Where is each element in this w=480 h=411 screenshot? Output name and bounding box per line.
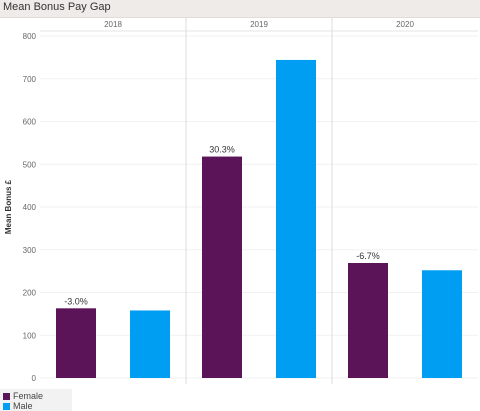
data-label-2019: 30.3% — [209, 145, 235, 155]
year-facets: 2018 2019 2020 — [40, 17, 478, 384]
y-tick-label: 600 — [23, 118, 37, 127]
bar-male-2018 — [130, 310, 170, 378]
legend-item-male[interactable]: Male — [3, 401, 33, 411]
legend[interactable]: Female Male — [0, 389, 72, 411]
data-label-2020: -6.7% — [356, 251, 380, 261]
bar-male-2019 — [276, 59, 316, 378]
legend-item-female[interactable]: Female — [3, 391, 43, 401]
legend-swatch-female — [3, 393, 10, 400]
y-axis-title: Mean Bonus £ — [4, 179, 13, 234]
facet-header-2020: 2020 — [396, 20, 414, 29]
facet-header-2019: 2019 — [250, 20, 268, 29]
y-axis: 0 100 200 300 400 500 600 700 800 Mean Bonus £ — [4, 32, 37, 383]
legend-label-female: Female — [13, 391, 44, 401]
bar-female-2020 — [348, 263, 388, 378]
bar-chart: 0 100 200 300 400 500 600 700 800 Mean Bonus £ 20… — [4, 17, 478, 384]
y-tick-label: 800 — [23, 32, 37, 41]
bars — [56, 59, 462, 378]
y-tick-label: 400 — [23, 203, 37, 212]
data-label-2018: -3.0% — [64, 296, 88, 306]
y-tick-label: 0 — [32, 374, 37, 383]
gridlines — [40, 35, 478, 379]
bar-female-2018 — [56, 308, 96, 378]
chart-title: Mean Bonus Pay Gap — [3, 1, 111, 13]
y-tick-label: 200 — [23, 289, 37, 298]
data-labels: -3.0% 30.3% -6.7% — [64, 145, 380, 307]
bar-male-2020 — [422, 270, 462, 378]
y-tick-label: 300 — [23, 246, 37, 255]
chart-title-bar: Mean Bonus Pay Gap — [0, 0, 480, 18]
legend-swatch-male — [3, 403, 10, 410]
y-tick-label: 500 — [23, 160, 37, 169]
facet-header-2018: 2018 — [104, 20, 122, 29]
legend-label-male: Male — [13, 401, 33, 411]
y-tick-label: 100 — [23, 331, 37, 340]
y-tick-label: 700 — [23, 75, 37, 84]
bar-female-2019 — [202, 156, 242, 378]
